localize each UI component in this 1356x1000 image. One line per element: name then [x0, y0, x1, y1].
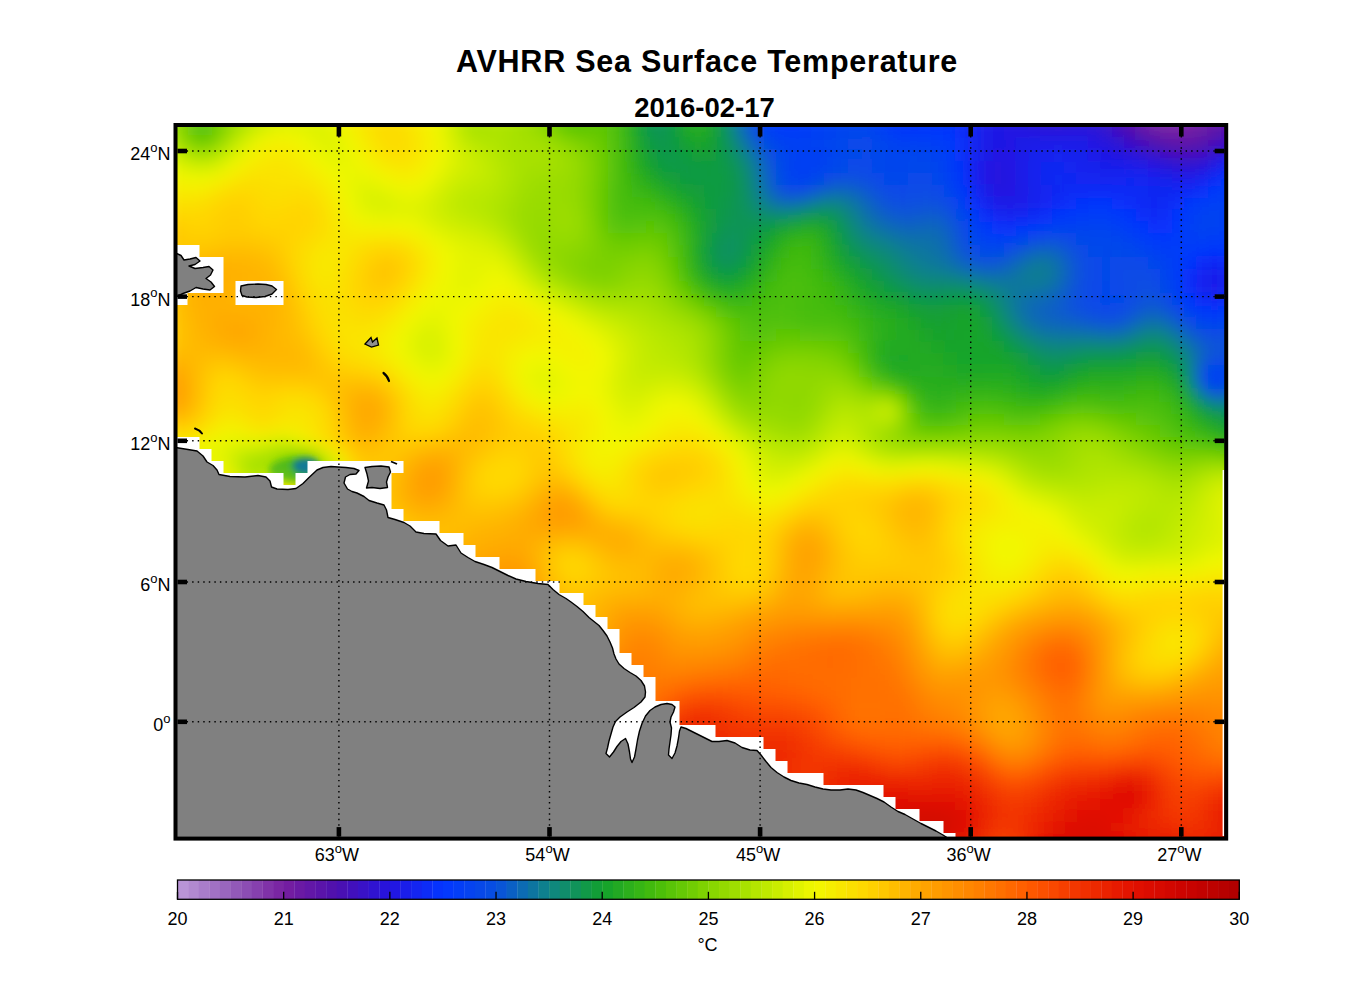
- svg-text:26: 26: [805, 909, 825, 929]
- svg-text:24: 24: [592, 909, 612, 929]
- svg-text:29: 29: [1123, 909, 1143, 929]
- svg-text:AVHRR Sea Surface Temperature: AVHRR Sea Surface Temperature: [456, 44, 958, 79]
- svg-text:28: 28: [1017, 909, 1037, 929]
- svg-text:23: 23: [486, 909, 506, 929]
- svg-text:21: 21: [274, 909, 294, 929]
- svg-text:°C: °C: [697, 935, 717, 955]
- svg-text:25: 25: [698, 909, 718, 929]
- svg-text:22: 22: [380, 909, 400, 929]
- svg-text:2016-02-17: 2016-02-17: [634, 92, 775, 123]
- svg-text:27: 27: [911, 909, 931, 929]
- svg-text:20: 20: [167, 909, 187, 929]
- svg-text:30: 30: [1229, 909, 1249, 929]
